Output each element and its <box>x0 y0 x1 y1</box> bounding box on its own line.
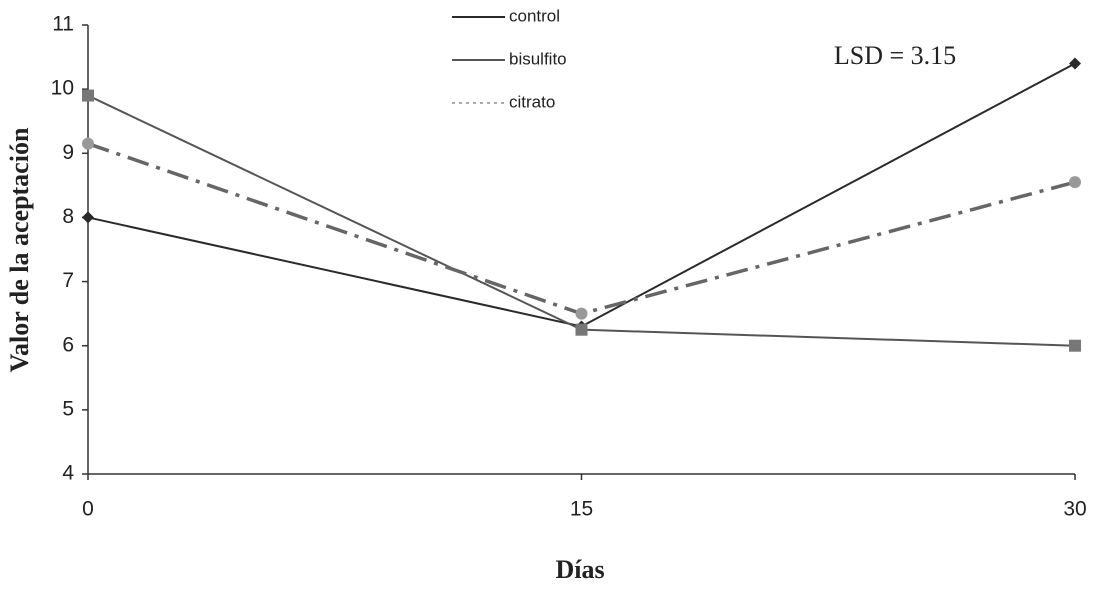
y-tick-label: 5 <box>62 397 74 420</box>
annotation: LSD = 3.15 <box>834 41 956 70</box>
marker <box>82 211 94 224</box>
y-tick-label: 9 <box>62 141 74 164</box>
marker <box>1069 57 1081 70</box>
legend-label: citrato <box>509 92 555 111</box>
x-tick-label: 0 <box>82 498 94 521</box>
x-axis-label: Días <box>555 555 604 584</box>
y-tick-label: 10 <box>51 77 74 100</box>
y-tick-label: 6 <box>62 333 74 356</box>
legend-label: control <box>509 6 560 25</box>
marker <box>1069 339 1081 352</box>
marker <box>82 137 94 150</box>
y-tick-label: 11 <box>52 13 74 36</box>
marker <box>575 323 588 336</box>
y-tick-label: 7 <box>62 269 74 292</box>
x-tick-label: 15 <box>570 498 593 521</box>
x-tick-label: 30 <box>1063 498 1086 521</box>
series-line <box>87 142 1076 316</box>
y-tick-label: 4 <box>62 462 74 485</box>
y-axis-label: Valor de la aceptación <box>5 127 34 372</box>
legend-label: bisulfito <box>509 49 567 68</box>
marker <box>82 89 94 102</box>
y-tick-label: 8 <box>62 205 74 228</box>
marker <box>575 307 588 320</box>
marker <box>1069 176 1081 189</box>
